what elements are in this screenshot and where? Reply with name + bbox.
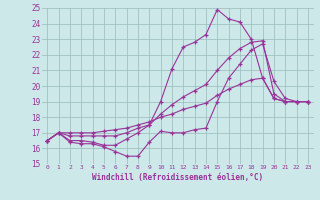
X-axis label: Windchill (Refroidissement éolien,°C): Windchill (Refroidissement éolien,°C) xyxy=(92,173,263,182)
